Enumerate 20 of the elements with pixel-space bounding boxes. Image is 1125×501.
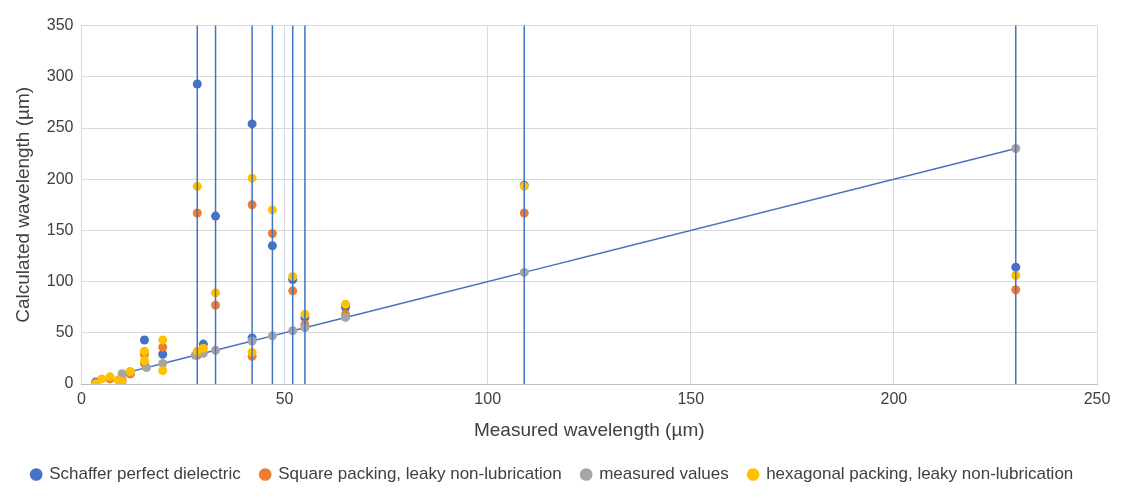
y-axis-title: Calculated wavelength (µm) [11,86,33,323]
y-tick-label: 300 [46,67,74,85]
y-tick-label: 200 [46,169,74,187]
y-tick-label: 250 [46,118,74,136]
legend-label: Schaffer perfect dielectric [49,464,242,484]
y-tick-label: 0 [64,374,74,392]
x-tick-label: 250 [1083,390,1111,408]
legend-label: hexagonal packing, leaky non-lubrication [766,464,1074,484]
x-axis-title: Measured wavelength (µm) [473,418,705,440]
y-tick-label: 50 [55,323,74,341]
x-tick-label: 0 [77,390,87,408]
legend-label: measured values [599,464,729,484]
x-tick-label: 200 [880,390,908,408]
x-tick-label: 100 [474,390,502,408]
y-tick-label: 150 [46,220,74,238]
x-tick-label: 50 [275,390,294,408]
y-tick-label: 100 [46,272,74,290]
y-tick-label: 350 [46,16,74,34]
legend-label: Square packing, leaky non-lubrication [278,464,562,484]
x-tick-label: 150 [677,390,705,408]
